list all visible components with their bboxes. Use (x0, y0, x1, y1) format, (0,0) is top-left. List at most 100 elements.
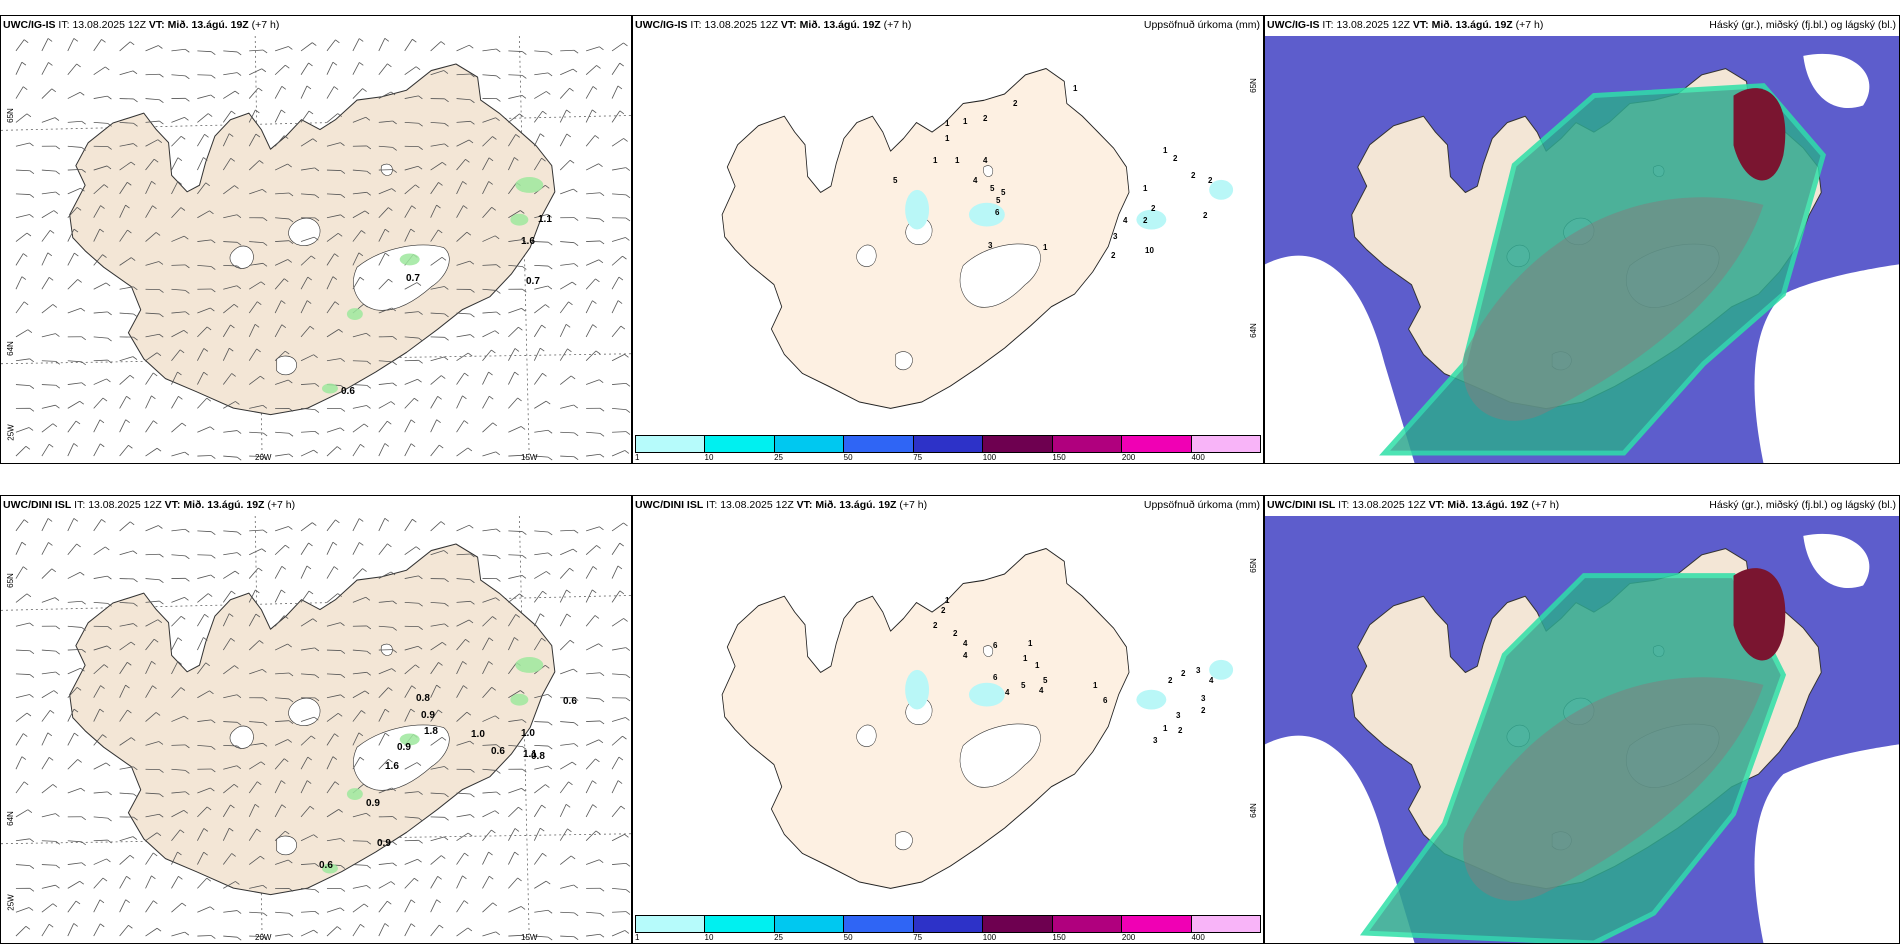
wind-barb (326, 809, 339, 818)
wind-barb (534, 91, 547, 99)
wind-barb-flag (521, 788, 526, 792)
wind-barb-flag (152, 205, 157, 209)
wind-barb-flag (599, 218, 605, 223)
wind-barb-flag (228, 133, 234, 137)
wind-barb-flag (127, 181, 132, 186)
wind-barb-flag (440, 41, 446, 45)
wind-barb (300, 806, 311, 818)
wind-barb (119, 419, 127, 433)
wind-barb (585, 566, 594, 579)
wind-barb-flag (75, 900, 81, 905)
wind-barb-flag (133, 793, 138, 798)
wind-barb (197, 806, 208, 818)
wind-barb (300, 326, 311, 338)
wind-barb-flag (541, 324, 546, 329)
lon-label-15: 15W (521, 453, 538, 462)
wind-barb (119, 623, 134, 627)
precip-value-label: 5 (990, 184, 995, 193)
wind-barb-flag (366, 170, 372, 175)
wind-barb-flag (366, 145, 372, 150)
wind-barb-flag (547, 909, 553, 914)
wind-barb-flag (545, 400, 551, 405)
precip-map[interactable] (633, 516, 1263, 913)
wind-barb-flag (106, 858, 111, 863)
wind-barb (41, 784, 54, 794)
wind-barb (378, 278, 389, 290)
wind-barb-flag (438, 229, 443, 234)
wind-barb (15, 39, 25, 52)
wind-barb-flag (77, 279, 82, 283)
wind-barb (560, 68, 574, 76)
wind-barb (404, 121, 419, 124)
wind-barb (508, 744, 523, 747)
wind-barb-flag (132, 550, 138, 555)
wind-barb-flag (29, 408, 35, 412)
wind-barb (560, 241, 575, 244)
wind-barb (223, 552, 238, 556)
wind-barb-flag (29, 194, 35, 198)
wind-barb-flag (314, 167, 320, 172)
wind-barb-flag (159, 120, 164, 125)
cloud-map[interactable] (1265, 36, 1899, 463)
wind-barb-flag (255, 109, 260, 114)
wind-barb (248, 828, 257, 841)
wind-barb-flag (125, 419, 130, 423)
wind-barb (534, 285, 548, 290)
wind-barb-flag (281, 566, 287, 570)
precip-map[interactable] (633, 36, 1263, 433)
wind-barb-flag (153, 638, 159, 643)
wind-barb-flag (340, 650, 346, 654)
wind-barb-flag (74, 252, 79, 257)
precip-title: Uppsöfnuð úrkoma (mm) (1143, 499, 1260, 511)
wind-barb (67, 382, 82, 385)
wind-barb-flag (467, 927, 473, 932)
wind-map[interactable] (1, 36, 631, 463)
colorbar-segment (1122, 916, 1192, 932)
wind-barb-flag (547, 285, 553, 290)
wind-barb (222, 613, 230, 627)
wind-barb-flag (417, 858, 422, 863)
wind-barb-flag (436, 419, 441, 423)
wind-barb-flag (573, 912, 579, 917)
precip-value-label: 4 (983, 156, 988, 165)
precip-value-label: 2 (1201, 706, 1206, 715)
wind-barb-flag (522, 531, 527, 535)
wind-barb (378, 518, 386, 532)
wind-barb-flag (595, 278, 600, 283)
wind-barb-flag (595, 758, 600, 763)
wind-barb-flag (234, 90, 240, 95)
wind-barb-flag (539, 827, 545, 832)
wind-barb (559, 133, 568, 147)
wind-barb-flag (618, 756, 624, 761)
wind-barb-flag (599, 720, 605, 725)
wind-barb-flag (209, 210, 214, 215)
wind-barb-flag (125, 899, 130, 903)
wind-barb (430, 836, 445, 842)
wind-barb (222, 373, 233, 385)
wind-barb (456, 927, 469, 937)
wind-barb (352, 542, 360, 555)
wind-barb (430, 521, 442, 532)
wind-barb-flag (210, 239, 216, 244)
wind-barb (93, 575, 108, 579)
wind-barb (482, 136, 493, 147)
wind-barb-flag (81, 336, 86, 341)
wind-barb-flag (285, 830, 290, 835)
cloud-map[interactable] (1265, 516, 1899, 943)
wind-barb-flag (231, 590, 236, 595)
wind-barb-flag (127, 229, 132, 234)
wind-barb (145, 712, 157, 722)
wind-barb-flag (185, 528, 190, 533)
wind-barb-flag (26, 712, 32, 717)
wind-barb (41, 518, 49, 532)
wind-map[interactable] (1, 516, 631, 943)
wind-barb-flag (338, 809, 343, 813)
wind-barb-flag (133, 602, 138, 607)
wind-barb-flag (565, 323, 571, 328)
wind-barb-flag (391, 307, 397, 312)
wind-barb-flag (412, 518, 417, 523)
wind-barb (222, 804, 231, 818)
wind-barb-flag (313, 834, 318, 838)
wind-barb-flag (180, 135, 186, 140)
wind-barb (41, 757, 50, 770)
